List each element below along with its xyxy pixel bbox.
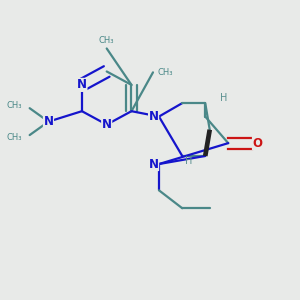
- Text: H: H: [185, 156, 193, 166]
- Text: N: N: [44, 115, 53, 128]
- Text: H: H: [220, 93, 227, 103]
- Text: CH₃: CH₃: [158, 68, 173, 77]
- Text: CH₃: CH₃: [7, 133, 22, 142]
- Text: CH₃: CH₃: [99, 36, 115, 45]
- Text: N: N: [102, 118, 112, 131]
- Text: CH₃: CH₃: [7, 101, 22, 110]
- Text: N: N: [148, 110, 159, 123]
- Text: N: N: [77, 78, 87, 92]
- Text: N: N: [148, 158, 159, 170]
- Text: O: O: [253, 136, 262, 150]
